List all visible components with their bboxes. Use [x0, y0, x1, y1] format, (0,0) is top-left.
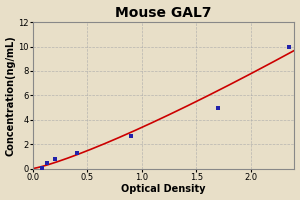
Point	[216, 106, 220, 109]
Point	[52, 158, 57, 161]
Point	[286, 45, 291, 48]
Y-axis label: Concentration(ng/mL): Concentration(ng/mL)	[6, 35, 16, 156]
X-axis label: Optical Density: Optical Density	[122, 184, 206, 194]
Point	[39, 166, 44, 169]
Point	[74, 152, 79, 155]
Point	[129, 134, 134, 137]
Point	[45, 161, 50, 165]
Title: Mouse GAL7: Mouse GAL7	[116, 6, 212, 20]
